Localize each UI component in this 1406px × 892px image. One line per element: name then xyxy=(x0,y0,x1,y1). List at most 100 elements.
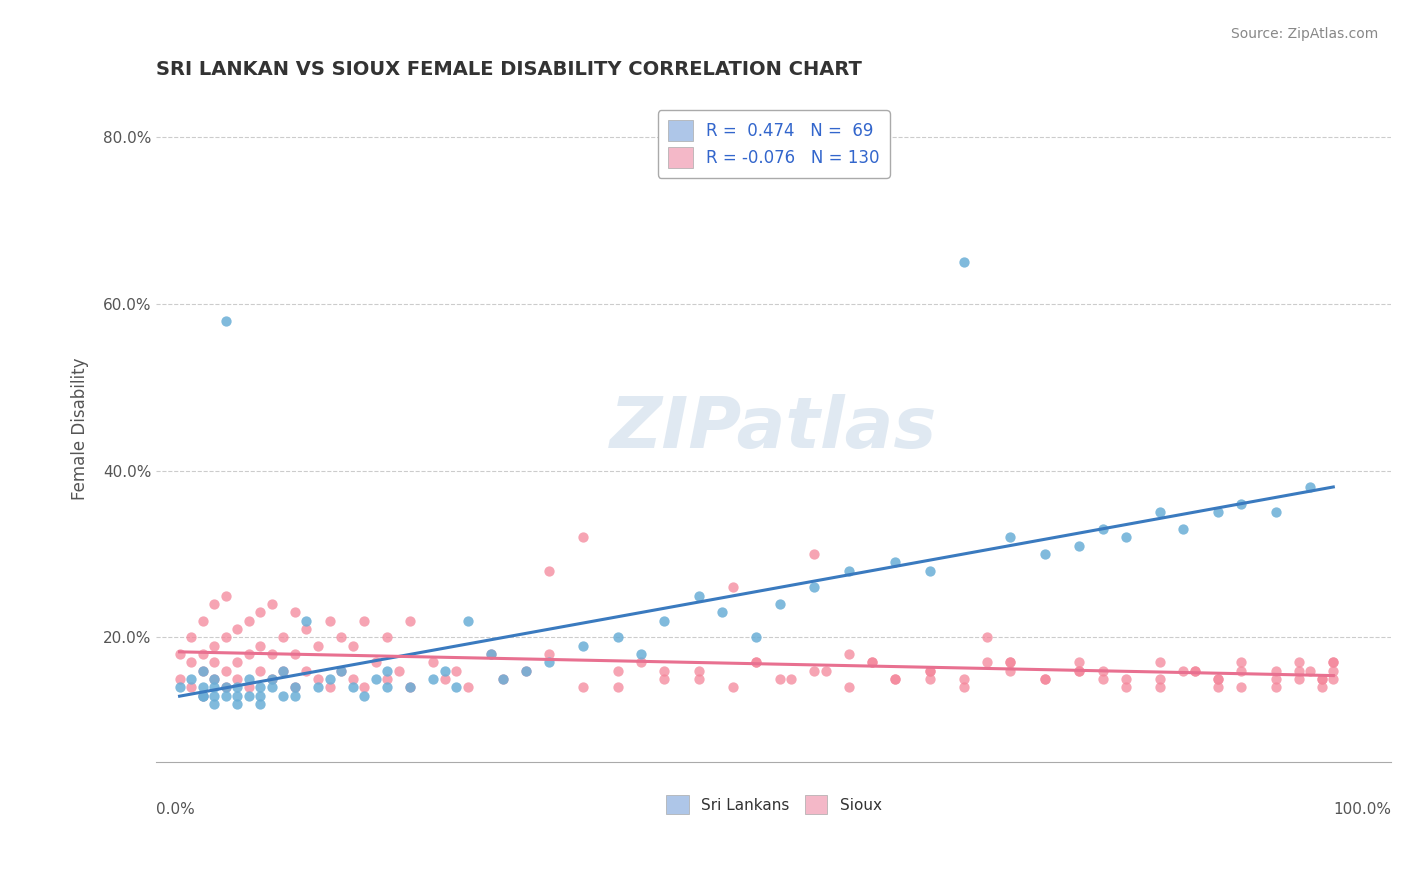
Point xyxy=(215,664,238,678)
Point xyxy=(1322,672,1344,686)
Point xyxy=(191,689,214,703)
Point xyxy=(422,672,444,686)
Point xyxy=(1310,681,1333,695)
Point xyxy=(180,681,202,695)
Point xyxy=(353,681,375,695)
Point xyxy=(260,672,283,686)
Point xyxy=(226,622,249,636)
Point xyxy=(803,664,825,678)
Point xyxy=(295,614,318,628)
Point xyxy=(180,672,202,686)
Point xyxy=(433,664,456,678)
Point xyxy=(1299,664,1322,678)
Point xyxy=(342,681,364,695)
Point xyxy=(249,697,271,711)
Point xyxy=(260,647,283,661)
Point xyxy=(202,697,225,711)
Point xyxy=(191,664,214,678)
Point xyxy=(1173,522,1195,536)
Point xyxy=(745,631,768,645)
Point xyxy=(607,664,630,678)
Point xyxy=(883,672,905,686)
Point xyxy=(745,656,768,670)
Point xyxy=(515,664,537,678)
Point xyxy=(1206,672,1229,686)
Point xyxy=(273,631,295,645)
Point xyxy=(399,614,422,628)
Point xyxy=(918,564,941,578)
Point xyxy=(249,606,271,620)
Point xyxy=(1149,672,1171,686)
Point xyxy=(342,672,364,686)
Point xyxy=(273,689,295,703)
Point xyxy=(1230,656,1253,670)
Point xyxy=(399,681,422,695)
Point xyxy=(191,614,214,628)
Point xyxy=(226,672,249,686)
Point xyxy=(342,639,364,653)
Point xyxy=(388,664,411,678)
Text: 100.0%: 100.0% xyxy=(1333,803,1391,817)
Point xyxy=(1206,681,1229,695)
Point xyxy=(1149,505,1171,519)
Point xyxy=(180,631,202,645)
Point xyxy=(169,681,191,695)
Point xyxy=(780,672,803,686)
Point xyxy=(479,647,502,661)
Point xyxy=(838,647,860,661)
Point xyxy=(249,689,271,703)
Point xyxy=(918,664,941,678)
Point xyxy=(1173,664,1195,678)
Point xyxy=(1149,681,1171,695)
Point xyxy=(215,681,238,695)
Point xyxy=(1322,656,1344,670)
Point xyxy=(860,656,883,670)
Point xyxy=(1288,672,1310,686)
Point xyxy=(226,697,249,711)
Point xyxy=(226,689,249,703)
Point xyxy=(202,639,225,653)
Point xyxy=(953,672,976,686)
Legend: Sri Lankans, Sioux: Sri Lankans, Sioux xyxy=(658,788,890,822)
Point xyxy=(457,681,479,695)
Point xyxy=(1230,497,1253,511)
Point xyxy=(1184,664,1206,678)
Point xyxy=(215,681,238,695)
Point xyxy=(814,664,837,678)
Point xyxy=(1288,664,1310,678)
Point xyxy=(375,631,398,645)
Point xyxy=(215,589,238,603)
Point xyxy=(284,606,307,620)
Point xyxy=(260,672,283,686)
Text: Source: ZipAtlas.com: Source: ZipAtlas.com xyxy=(1230,27,1378,41)
Point xyxy=(1184,664,1206,678)
Point xyxy=(953,681,976,695)
Point xyxy=(1264,672,1286,686)
Point xyxy=(249,639,271,653)
Point xyxy=(1288,656,1310,670)
Point xyxy=(1149,656,1171,670)
Point xyxy=(215,631,238,645)
Point xyxy=(1299,480,1322,494)
Point xyxy=(1000,664,1022,678)
Point xyxy=(803,547,825,561)
Point xyxy=(723,681,745,695)
Point xyxy=(202,672,225,686)
Point xyxy=(226,656,249,670)
Point xyxy=(652,664,675,678)
Point xyxy=(1091,664,1114,678)
Point xyxy=(191,647,214,661)
Point xyxy=(607,681,630,695)
Point xyxy=(1115,681,1137,695)
Text: SRI LANKAN VS SIOUX FEMALE DISABILITY CORRELATION CHART: SRI LANKAN VS SIOUX FEMALE DISABILITY CO… xyxy=(156,60,862,78)
Point xyxy=(1230,681,1253,695)
Point xyxy=(1310,672,1333,686)
Point xyxy=(1033,672,1056,686)
Point xyxy=(330,631,353,645)
Point xyxy=(1033,547,1056,561)
Point xyxy=(1069,664,1091,678)
Point xyxy=(838,681,860,695)
Point xyxy=(1069,664,1091,678)
Point xyxy=(191,689,214,703)
Point xyxy=(918,664,941,678)
